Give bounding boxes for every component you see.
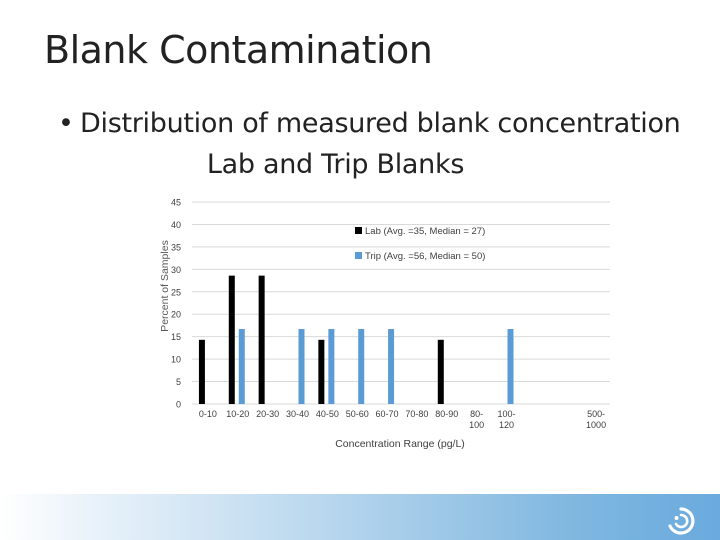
bullet-line-2: Lab and Trip Blanks [206,149,465,180]
y-tick-label-5: 25 [171,287,181,297]
bullet-glyph: • [58,108,74,139]
x-tick-label-10-0: 100- [497,409,515,419]
bar-series1-cat3 [298,329,305,404]
legend-label-0: Lab (Avg. =35, Median = 27) [365,226,485,237]
y-tick-label-9: 45 [171,198,181,208]
x-tick-label-9-0: 80- [470,409,483,419]
footer-gradient-band [0,494,720,540]
bar-series1-cat10 [507,329,514,404]
x-tick-label-7-0: 70-80 [405,409,428,419]
bar-series0-cat2 [258,275,265,404]
y-tick-label-3: 15 [171,332,181,342]
bar-series0-cat0 [198,339,205,404]
y-tick-labels: 0 5 10 15 20 25 30 35 40 45 [171,198,181,410]
x-tick-label-13-0: 500- [587,409,605,419]
bullet-line-1: Distribution of measured blank concentra… [80,108,681,139]
y-tick-label-6: 30 [171,265,181,275]
bar-series0-cat8 [437,339,444,404]
bar-series0-cat1 [228,275,235,404]
x-tick-label-10-1: 120 [499,420,514,430]
x-tick-label-4-0: 40-50 [316,409,339,419]
x-tick-labels: 0-10 10-20 20-30 30-40 40-50 50-60 60-70 70-80 8… [199,409,606,430]
x-axis-label: Concentration Range (pg/L) [335,438,465,450]
bar-series1-cat5 [358,329,365,404]
bar-series1-cat6 [388,329,395,404]
x-tick-label-13-1: 1000 [586,420,606,430]
legend-swatch-0 [355,227,362,234]
distribution-chart: 0 5 10 15 20 25 30 35 40 45 0-10 10-20 20-30 30-40 40… [159,198,610,450]
bar-series1-cat4 [328,329,335,404]
x-tick-label-5-0: 50-60 [346,409,369,419]
y-axis-label: Percent of Samples [159,240,171,332]
bullet-text: • Distribution of measured blank concentr… [58,103,698,185]
y-tick-label-4: 20 [171,310,181,320]
legend-label-1: Trip (Avg. =56, Median = 50) [365,251,485,262]
x-tick-label-0-0: 0-10 [199,409,217,419]
slide-title: Blank Contamination [44,28,433,72]
x-tick-label-3-0: 30-40 [286,409,309,419]
bar-series1-cat1 [238,329,245,404]
y-tick-label-0: 0 [176,400,181,410]
x-tick-label-8-0: 80-90 [435,409,458,419]
bars [198,275,514,404]
y-tick-label-8: 40 [171,220,181,230]
y-tick-label-1: 5 [176,377,181,387]
legend-swatch-1 [355,252,362,259]
swirl-logo-icon [668,507,695,535]
y-tick-label-2: 10 [171,355,181,365]
y-tick-label-7: 35 [171,242,181,252]
x-tick-label-9-1: 100 [469,420,484,430]
x-tick-label-6-0: 60-70 [376,409,399,419]
x-tick-label-1-0: 10-20 [226,409,249,419]
x-tick-label-2-0: 20-30 [256,409,279,419]
bar-series0-cat4 [318,339,325,404]
legend: Lab (Avg. =35, Median = 27) Trip (Avg. =5… [355,226,485,262]
